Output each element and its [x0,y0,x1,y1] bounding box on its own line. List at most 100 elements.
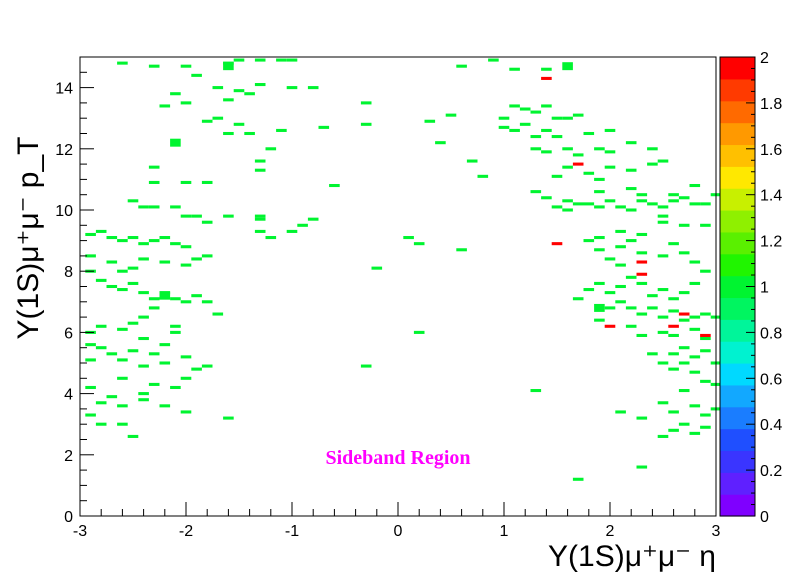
heatmap-bin [191,367,202,371]
colorbar-segment [720,297,755,320]
colorbar-segment [720,319,755,342]
heatmap-bin [223,62,234,71]
heatmap-bin-max [551,242,563,246]
heatmap-bin [254,58,266,62]
heatmap-bin [572,153,584,157]
heatmap-bin [594,303,605,312]
heatmap-bin [572,477,584,481]
heatmap-bins [85,58,722,481]
heatmap-bin [85,343,96,347]
heatmap-bin [604,128,616,132]
heatmap-bin [191,257,202,261]
heatmap-bin [223,214,234,218]
heatmap-bin [138,315,149,319]
heatmap-bin [636,199,648,203]
heatmap-bin [615,245,626,249]
colorbar-segment [720,406,755,430]
heatmap-bin [668,242,679,246]
heatmap-bin [170,324,181,328]
heatmap-bin [625,187,637,191]
y-tick-label: 4 [64,387,73,404]
heatmap-bin [445,113,457,117]
heatmap-bin [678,318,690,322]
heatmap-bin [85,358,96,362]
heatmap-bin [604,257,616,261]
heatmap-bin [371,266,383,270]
heatmap-bin-max [668,324,679,328]
heatmap-bin [360,101,372,105]
heatmap-bin [594,236,605,240]
heatmap-bin [276,128,287,132]
heatmap-bin [106,284,118,289]
heatmap-bin [127,434,139,438]
heatmap-bin [604,150,616,154]
heatmap-bin [700,349,711,353]
heatmap-bin [95,401,107,405]
heatmap-bin [551,174,563,178]
x-tick-label: -1 [285,523,299,540]
heatmap-bin [530,147,542,151]
heatmap-bin [636,416,648,420]
heatmap-bin [138,257,149,261]
heatmap-bin [413,330,425,334]
heatmap-bin [541,128,552,132]
heatmap-bin-max [572,162,584,166]
heatmap-bin [615,205,626,209]
heatmap-bin [329,183,340,188]
heatmap-bin [148,180,160,184]
heatmap-bin [594,147,605,151]
heatmap-bin [85,385,96,390]
heatmap-bin [509,128,520,132]
y-axis-title: Υ(1S)μ⁺μ⁻ p_T [12,137,45,340]
y-tick-label: 0 [64,509,73,526]
heatmap-bin [519,122,531,126]
heatmap-bin [530,135,542,139]
heatmap-bin [127,281,139,285]
heatmap-bin [668,428,679,432]
heatmap-bin [212,312,224,316]
colorbar-tick-label: 0 [760,509,769,526]
colorbar-segment [720,188,755,211]
heatmap-bin [127,321,139,325]
heatmap-bin [657,159,669,163]
heatmap-bin [254,159,266,163]
heatmap-bin [668,199,679,203]
heatmap-bin [625,306,637,310]
heatmap-bin [689,327,701,331]
colorbar-tick-label: 0.8 [760,325,782,342]
heatmap-bin [636,251,648,255]
heatmap-bin [265,147,277,151]
heatmap-bin [700,312,711,316]
heatmap-bin [594,281,605,285]
heatmap-bin [615,410,626,414]
heatmap-bin [307,86,319,90]
heatmap-bin [127,266,139,270]
heatmap-bin-max [604,324,616,328]
heatmap-bin [117,61,128,65]
heatmap-bin [117,404,128,408]
heatmap-bin [265,236,277,240]
heatmap-bin [148,297,160,301]
heatmap-bin [562,208,573,212]
heatmap-bin [170,385,181,390]
colorbar-segment [720,428,755,452]
sideband-annotation: Sideband Region [325,447,470,469]
heatmap-bin [212,116,224,120]
heatmap-bin [498,116,510,120]
heatmap-bin [689,404,701,408]
x-tick-label: 2 [606,523,615,540]
colorbar-segment [720,100,755,124]
heatmap-bin [583,131,595,136]
heatmap-bin [138,398,149,402]
heatmap-bin [636,232,648,237]
heatmap-bin [180,180,192,184]
heatmap-bin [678,196,690,200]
heatmap-bin [360,364,372,368]
heatmap-bin [594,248,605,252]
heatmap-bin [562,165,573,169]
heatmap-bin [180,64,192,68]
heatmap-bin [117,327,128,331]
heatmap-bin [223,131,234,136]
heatmap-bin [318,125,330,129]
